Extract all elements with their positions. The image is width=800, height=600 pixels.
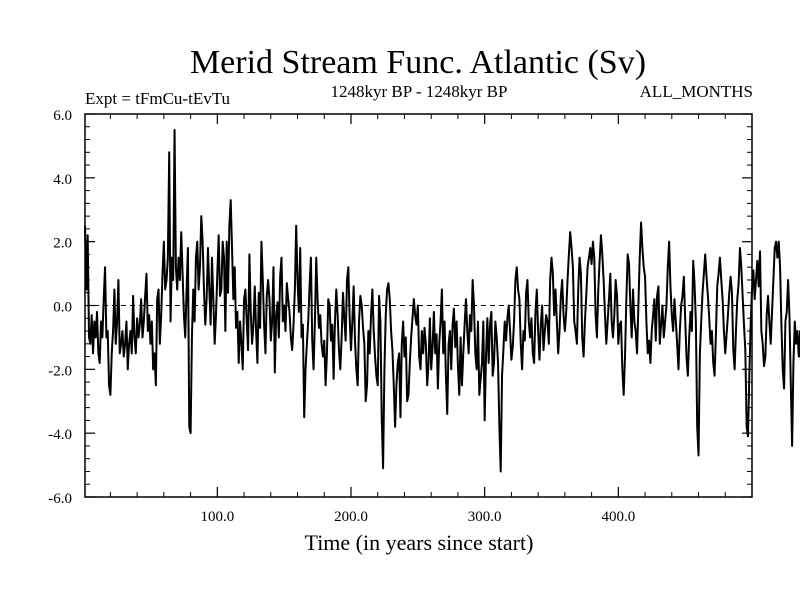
y-tick-label: -6.0 xyxy=(48,491,72,507)
y-tick-label: 0.0 xyxy=(53,300,72,316)
x-tick-label: 100.0 xyxy=(200,509,234,525)
y-tick-label: -2.0 xyxy=(48,363,72,379)
y-tick-label: -4.0 xyxy=(48,427,72,443)
chart-subtitle-center: 1248kyr BP - 1248kyr BP xyxy=(331,82,508,101)
series-line xyxy=(84,128,800,473)
x-tick-label: 300.0 xyxy=(468,509,502,525)
chart-title: Merid Stream Func. Atlantic (Sv) xyxy=(190,44,646,81)
y-tick-label: 4.0 xyxy=(53,172,72,188)
chart-subtitle-right: ALL_MONTHS xyxy=(640,82,753,101)
x-axis-label: Time (in years since start) xyxy=(305,530,534,555)
chart-subtitle-left: Expt = tFmCu-tEvTu xyxy=(85,89,230,108)
x-tick-label: 400.0 xyxy=(601,509,635,525)
x-tick-label: 200.0 xyxy=(334,509,368,525)
y-tick-label: 2.0 xyxy=(53,236,72,252)
y-tick-label: 6.0 xyxy=(53,108,72,124)
x-tick-labels: 100.0 200.0 300.0 400.0 xyxy=(200,509,635,525)
y-tick-labels: 6.0 4.0 2.0 0.0 -2.0 -4.0 -6.0 xyxy=(48,108,72,507)
